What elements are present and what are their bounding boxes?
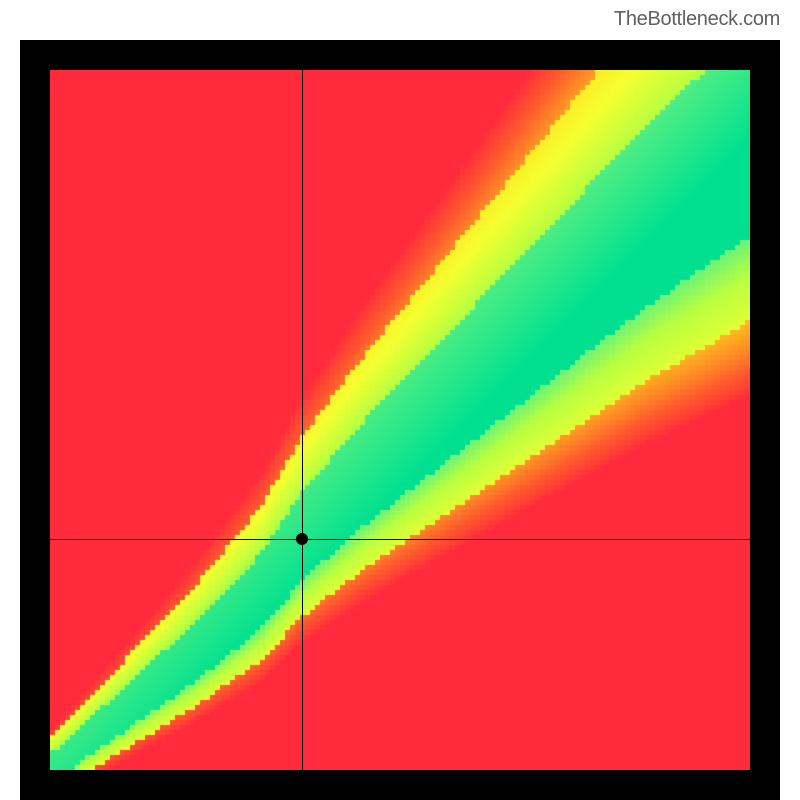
crosshair-horizontal	[50, 539, 750, 540]
chart-area	[50, 70, 750, 770]
crosshair-vertical	[302, 70, 303, 770]
attribution-text: TheBottleneck.com	[614, 8, 780, 31]
bottleneck-marker-dot	[296, 533, 308, 545]
chart-border	[20, 40, 780, 800]
heatmap-canvas	[50, 70, 750, 770]
